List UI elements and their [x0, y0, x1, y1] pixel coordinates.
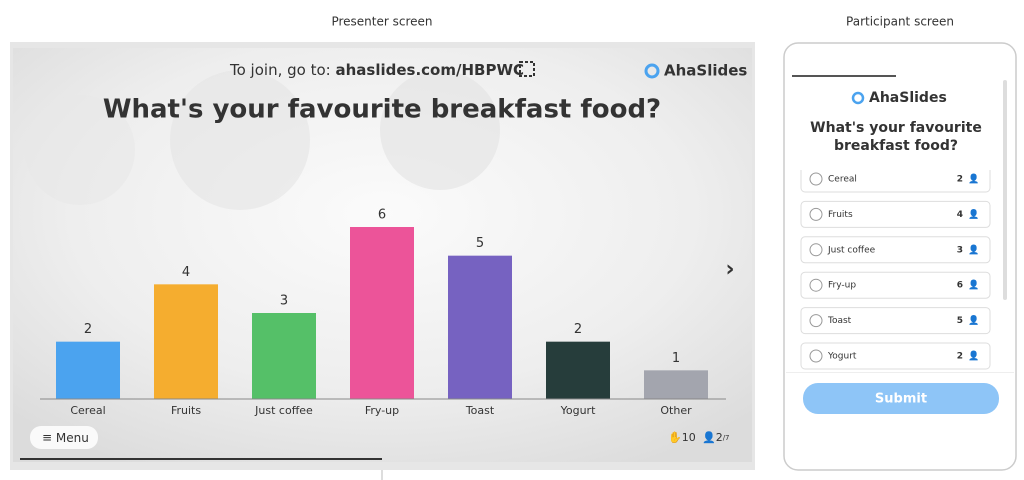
phone-title: breakfast food? — [834, 138, 958, 154]
value-label: 3 — [280, 294, 288, 309]
category-label: Toast — [465, 404, 495, 417]
join-text: To join, go to: ahaslides.com/HBPWC — [229, 61, 524, 79]
divider — [786, 372, 1014, 373]
option-count: 5 — [957, 316, 963, 326]
reactions: ✋10 — [668, 431, 696, 444]
brand-logo — [644, 63, 660, 79]
bar — [546, 341, 610, 399]
participant-label: Participant screen — [846, 15, 954, 29]
person-icon: 👤 — [968, 350, 979, 362]
bar — [154, 284, 218, 399]
presenter-label: Presenter screen — [331, 15, 432, 29]
bar — [56, 341, 120, 399]
category-label: Cereal — [70, 404, 105, 417]
option-label: Just coffee — [827, 245, 876, 255]
person-icon: 👤 — [968, 173, 979, 185]
value-label: 1 — [672, 351, 680, 366]
category-label: Yogurt — [560, 404, 596, 417]
value-label: 6 — [378, 208, 386, 223]
option-label: Fruits — [828, 210, 853, 220]
radio[interactable] — [809, 278, 823, 292]
menu-label[interactable]: ≡ Menu — [42, 431, 89, 445]
option[interactable] — [800, 236, 991, 264]
radio[interactable] — [809, 314, 823, 328]
brand-logo — [851, 91, 865, 105]
category-label: Fry-up — [365, 404, 399, 417]
bar — [252, 313, 316, 399]
option-count: 6 — [957, 281, 963, 291]
photo-shape — [25, 95, 135, 205]
bar — [350, 227, 414, 399]
submit-label[interactable]: Submit — [875, 392, 927, 407]
option-label: Yogurt — [827, 352, 857, 362]
option-count: 4 — [957, 210, 963, 220]
bar — [448, 255, 512, 399]
option-label: Toast — [827, 316, 852, 326]
photo-shape — [380, 70, 500, 190]
value-label: 5 — [476, 236, 484, 251]
bar — [644, 370, 708, 399]
radio[interactable] — [809, 243, 823, 257]
participants: 👤2/7 — [702, 431, 730, 444]
brand: AhaSlides — [664, 62, 747, 80]
option-label: Fry-up — [828, 281, 856, 291]
category-label: Other — [660, 404, 692, 417]
phone-title: What's your favourite — [810, 120, 982, 136]
option-count: 2 — [957, 175, 963, 185]
option[interactable] — [800, 342, 991, 370]
person-icon: 👤 — [968, 243, 979, 255]
option[interactable] — [800, 166, 991, 193]
photo-shape — [170, 70, 310, 210]
next-arrow[interactable]: › — [725, 257, 734, 282]
option[interactable] — [800, 271, 991, 299]
radio[interactable] — [809, 172, 823, 186]
phone-brand: AhaSlides — [869, 90, 947, 106]
value-label: 2 — [84, 322, 92, 337]
person-icon: 👤 — [968, 208, 979, 220]
option[interactable] — [800, 200, 991, 228]
menu-button[interactable] — [30, 426, 98, 449]
option[interactable] — [800, 307, 991, 335]
option-count: 2 — [957, 352, 963, 362]
option-count: 3 — [957, 245, 963, 255]
submit-button[interactable] — [803, 383, 999, 414]
radio[interactable] — [809, 349, 823, 363]
category-label: Fruits — [171, 404, 201, 417]
option-label: Cereal — [828, 175, 857, 185]
chart-title: What's your favourite breakfast food? — [103, 95, 661, 125]
person-icon: 👤 — [968, 314, 979, 326]
radio[interactable] — [809, 207, 823, 221]
qr-icon — [519, 61, 535, 77]
value-label: 2 — [574, 322, 582, 337]
scrollbar — [1003, 80, 1007, 300]
person-icon: 👤 — [968, 279, 979, 291]
category-label: Just coffee — [254, 404, 313, 417]
value-label: 4 — [182, 265, 190, 280]
